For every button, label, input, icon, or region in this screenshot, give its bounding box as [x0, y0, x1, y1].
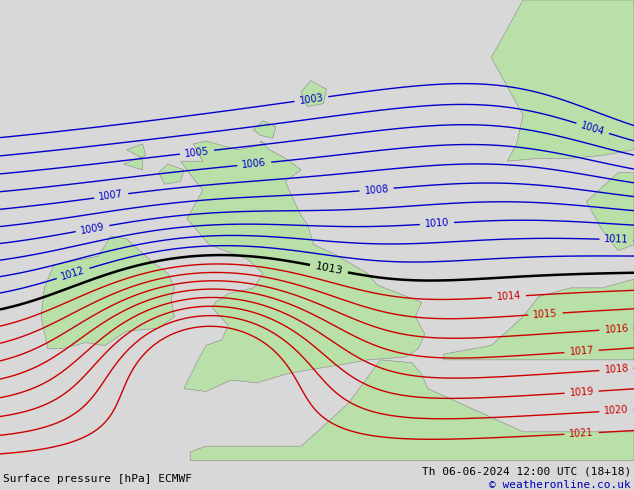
Text: 1016: 1016 [604, 323, 629, 335]
Polygon shape [181, 141, 425, 392]
Polygon shape [190, 360, 634, 461]
Text: 1012: 1012 [60, 265, 86, 282]
Text: 1019: 1019 [569, 387, 594, 398]
Polygon shape [491, 0, 634, 161]
Text: 1014: 1014 [496, 291, 521, 302]
Text: 1011: 1011 [604, 234, 629, 245]
Text: 1015: 1015 [533, 308, 558, 320]
Polygon shape [586, 172, 634, 250]
Text: 1009: 1009 [80, 221, 105, 236]
Text: 1007: 1007 [98, 189, 124, 202]
Polygon shape [158, 164, 184, 184]
Polygon shape [444, 279, 634, 360]
Text: 1020: 1020 [604, 405, 629, 416]
Text: 1013: 1013 [314, 261, 344, 276]
Text: 1008: 1008 [364, 184, 389, 196]
Polygon shape [124, 144, 146, 170]
Text: 1018: 1018 [604, 364, 629, 375]
Text: 1005: 1005 [184, 146, 210, 159]
Text: 1021: 1021 [569, 428, 594, 439]
Text: 1010: 1010 [424, 218, 450, 229]
Text: 1004: 1004 [579, 120, 606, 137]
Text: 1006: 1006 [242, 158, 267, 170]
Text: 1003: 1003 [299, 93, 324, 106]
Text: 1017: 1017 [569, 345, 594, 357]
Polygon shape [254, 121, 276, 138]
Text: © weatheronline.co.uk: © weatheronline.co.uk [489, 480, 631, 490]
Polygon shape [301, 80, 327, 106]
Text: Surface pressure [hPa] ECMWF: Surface pressure [hPa] ECMWF [3, 474, 192, 484]
Text: Th 06-06-2024 12:00 UTC (18+18): Th 06-06-2024 12:00 UTC (18+18) [422, 466, 631, 476]
Polygon shape [41, 236, 174, 348]
